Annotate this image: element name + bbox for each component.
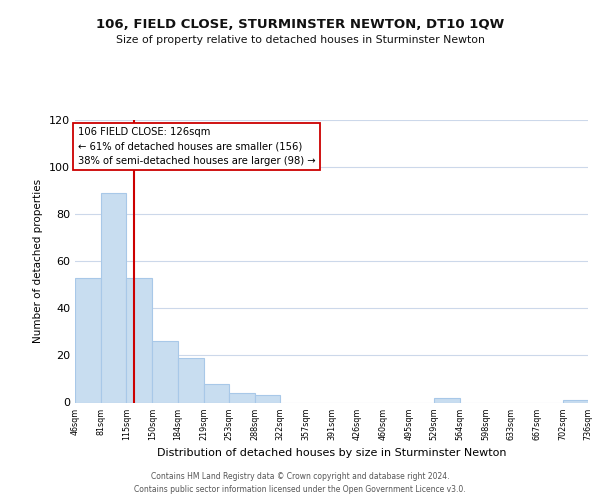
Text: Contains HM Land Registry data © Crown copyright and database right 2024.
Contai: Contains HM Land Registry data © Crown c… (134, 472, 466, 494)
Bar (203, 384, 229, 402)
Text: Size of property relative to detached houses in Sturminster Newton: Size of property relative to detached ho… (116, 35, 484, 45)
Bar (127, 278, 152, 402)
Bar (563, 400, 588, 402)
Bar (434, 398, 460, 402)
Bar (178, 358, 203, 403)
Bar (229, 393, 255, 402)
X-axis label: Distribution of detached houses by size in Sturminster Newton: Distribution of detached houses by size … (157, 448, 506, 458)
Text: 106, FIELD CLOSE, STURMINSTER NEWTON, DT10 1QW: 106, FIELD CLOSE, STURMINSTER NEWTON, DT… (96, 18, 504, 30)
Y-axis label: Number of detached properties: Number of detached properties (34, 179, 43, 344)
Bar (152, 342, 178, 402)
Bar (101, 193, 127, 402)
Bar (255, 396, 280, 402)
Text: 106 FIELD CLOSE: 126sqm
← 61% of detached houses are smaller (156)
38% of semi-d: 106 FIELD CLOSE: 126sqm ← 61% of detache… (78, 127, 316, 166)
Bar (75, 278, 101, 402)
